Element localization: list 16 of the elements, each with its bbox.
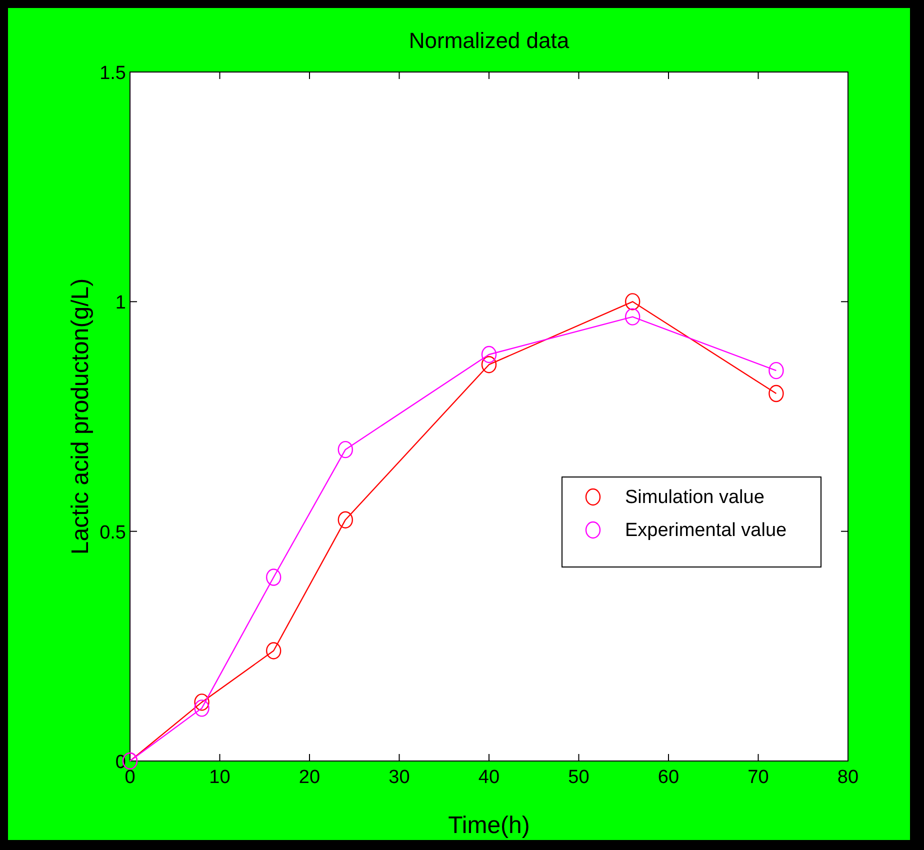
legend-label: Experimental value	[625, 520, 787, 541]
x-tick-label: 50	[568, 767, 590, 788]
y-tick-label: 1	[115, 292, 126, 314]
y-tick-label: 1.5	[100, 63, 126, 84]
x-tick-label: 40	[478, 767, 500, 788]
x-tick-label: 10	[209, 767, 230, 788]
x-tick-label: 20	[298, 767, 320, 788]
legend-label: Simulation value	[625, 487, 764, 508]
x-axis-title: Time(h)	[448, 812, 530, 839]
x-tick-label: 30	[388, 767, 410, 788]
y-axis-title: Lactic acid producton(g/L)	[67, 278, 94, 555]
x-tick-label: 80	[837, 767, 859, 788]
chart-title: Normalized data	[408, 28, 570, 53]
y-tick-label: 0.5	[100, 522, 126, 544]
x-tick-label: 60	[658, 767, 680, 788]
x-tick-label: 70	[748, 767, 769, 788]
